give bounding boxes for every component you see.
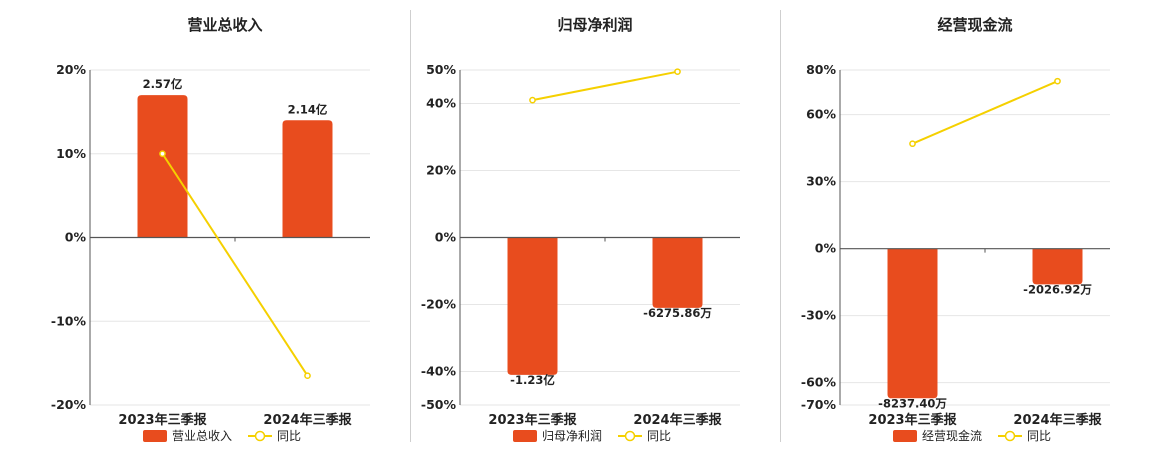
- bar: [652, 237, 703, 308]
- legend-bar-label: 经营现金流: [922, 428, 982, 443]
- y-tick-label: -40%: [421, 364, 457, 379]
- y-tick-label: 40%: [426, 96, 456, 111]
- bar: [282, 120, 333, 238]
- y-tick-label: 20%: [56, 62, 86, 77]
- x-category-label: 2023年三季报: [488, 412, 577, 428]
- yoy-point: [674, 68, 681, 76]
- chart-panel-net-profit: 归母净利润 -50% -40% -20% 0% 20% 40% 50% -1.23亿 -6275.…: [370, 0, 740, 450]
- yoy-point: [304, 372, 311, 380]
- yoy-line: [532, 70, 678, 102]
- y-tick-label: -10%: [51, 313, 87, 328]
- y-tick-label: 80%: [806, 62, 836, 77]
- y-tick-label: 0%: [435, 230, 457, 245]
- y-tick-label: -30%: [801, 308, 837, 323]
- panel-divider: [780, 10, 781, 442]
- y-tick-label: -60%: [801, 375, 837, 390]
- y-tick-label: -70%: [801, 397, 837, 412]
- bar-data-label: 2.57亿: [143, 77, 183, 91]
- chart-title: 经营现金流: [937, 16, 1012, 34]
- yoy-line: [161, 153, 309, 377]
- net-profit-chart: 归母净利润 -50% -40% -20% 0% 20% 40% 50% -1.23亿 -6275.…: [421, 16, 740, 443]
- y-tick-label: 0%: [815, 241, 837, 256]
- bar-data-label: -6275.86万: [643, 306, 712, 320]
- x-category-label: 2023年三季报: [118, 412, 207, 428]
- yoy-point: [529, 96, 536, 104]
- revenue-chart: 营业总收入 -20% -10% 0% 10% 20% 2.57亿 2.14亿 2023年三季报 2…: [51, 16, 370, 443]
- yoy-line: [912, 80, 1058, 145]
- x-category-label: 2023年三季报: [868, 412, 957, 428]
- bar: [1032, 248, 1083, 285]
- bar-data-label: -1.23亿: [510, 373, 555, 387]
- bar-data-label: -8237.40万: [878, 396, 947, 410]
- y-tick-label: 30%: [806, 174, 836, 189]
- chart-panel-revenue: 营业总收入 -20% -10% 0% 10% 20% 2.57亿 2.14亿 2023年三季报 2…: [0, 0, 370, 450]
- chart-title: 营业总收入: [187, 16, 262, 34]
- x-category-label: 2024年三季报: [633, 412, 722, 428]
- x-category-label: 2024年三季报: [1013, 412, 1102, 428]
- y-tick-label: -20%: [51, 397, 87, 412]
- legend-line-marker: [1004, 430, 1016, 442]
- yoy-point: [1054, 77, 1061, 85]
- legend-bar-swatch: [513, 430, 537, 442]
- x-category-label: 2024年三季报: [263, 412, 352, 428]
- y-tick-label: 10%: [56, 146, 86, 161]
- legend-bar-swatch: [893, 430, 917, 442]
- yoy-point: [159, 150, 166, 158]
- legend-line-marker: [624, 430, 636, 442]
- y-tick-label: 0%: [65, 230, 87, 245]
- legend-bar-label: 归母净利润: [542, 429, 602, 443]
- bar-data-label: 2.14亿: [288, 102, 328, 116]
- chart-title: 归母净利润: [557, 16, 632, 34]
- bar: [137, 95, 188, 238]
- y-tick-label: 50%: [426, 62, 456, 77]
- legend-bar-swatch: [143, 430, 167, 442]
- chart-panel-cashflow: 经营现金流 -70% -60% -30% 0% 30% 60% 80% -8237.40万 -20…: [740, 0, 1110, 450]
- legend-line-label: 同比: [277, 429, 301, 443]
- cashflow-chart: 经营现金流 -70% -60% -30% 0% 30% 60% 80% -8237.40万 -20…: [801, 16, 1110, 443]
- bar: [507, 237, 558, 375]
- bar-data-label: -2026.92万: [1023, 282, 1092, 296]
- y-tick-label: 60%: [806, 107, 836, 122]
- y-tick-label: 20%: [426, 163, 456, 178]
- panel-divider: [410, 10, 411, 442]
- bar: [887, 248, 938, 399]
- legend-line-label: 同比: [1027, 429, 1051, 443]
- legend-line-label: 同比: [647, 429, 671, 443]
- legend-bar-label: 营业总收入: [172, 429, 232, 443]
- y-tick-label: -50%: [421, 397, 457, 412]
- yoy-point: [909, 140, 916, 148]
- y-tick-label: -20%: [421, 297, 457, 312]
- legend-line-marker: [254, 430, 266, 442]
